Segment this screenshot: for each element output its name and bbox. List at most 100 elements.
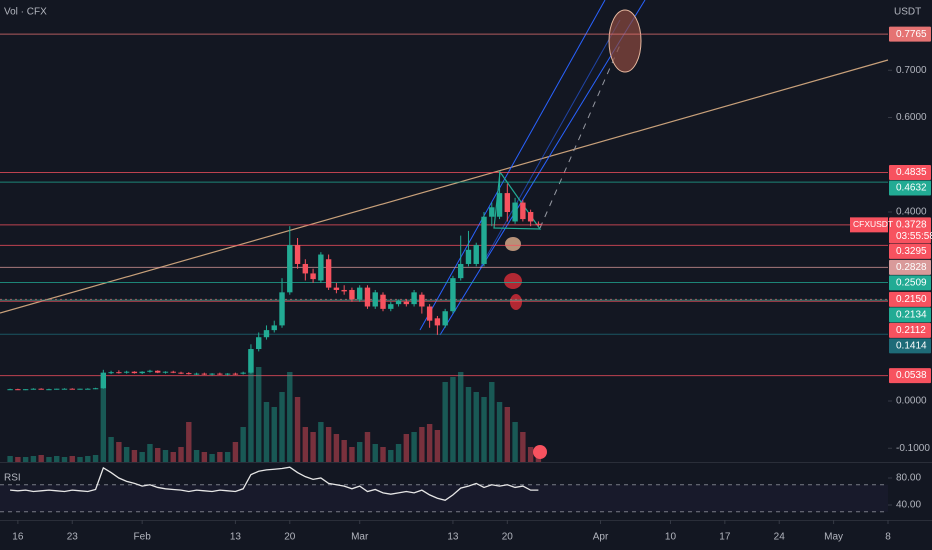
candle-body xyxy=(256,337,262,350)
candle-body xyxy=(162,371,169,373)
volume-bar xyxy=(147,444,153,462)
candle-body xyxy=(395,300,402,305)
x-tick-label: 8 xyxy=(885,532,891,543)
volume-bar xyxy=(380,447,386,462)
volume-bar xyxy=(263,402,270,462)
marker xyxy=(504,273,522,289)
x-tick-label: 23 xyxy=(67,532,79,543)
candle-body xyxy=(434,318,441,326)
level-label-bg xyxy=(889,243,931,259)
volume-bar xyxy=(22,457,29,462)
candle-body xyxy=(123,371,130,373)
volume-bar xyxy=(496,402,503,462)
volume-bar xyxy=(155,448,161,462)
candle-body xyxy=(512,202,518,222)
candle-body xyxy=(527,212,534,222)
volume-bar xyxy=(54,456,60,462)
candle-body xyxy=(232,373,239,375)
candle-body xyxy=(333,287,340,290)
candle-body xyxy=(240,372,246,374)
volume-bar xyxy=(224,452,231,462)
volume-bar xyxy=(61,457,68,462)
level-label: 0.4835 xyxy=(896,167,927,178)
y-tick-label: 0.0000 xyxy=(896,396,927,407)
volume-bar xyxy=(450,377,456,462)
volume-bar xyxy=(162,450,169,462)
x-tick-label: May xyxy=(824,532,843,543)
level-label-bg xyxy=(889,26,931,42)
rsi-tick-label: 80.00 xyxy=(896,473,921,484)
level-label: 0.3295 xyxy=(896,246,927,257)
candle-body xyxy=(100,372,107,389)
volume-bar xyxy=(38,455,44,462)
candle-body xyxy=(341,289,347,292)
volume-bar xyxy=(411,432,417,462)
target-circle xyxy=(608,9,642,73)
volume-bar xyxy=(271,407,277,462)
candle-body xyxy=(310,273,316,280)
trendline xyxy=(0,59,889,314)
volume-bar xyxy=(248,350,254,462)
candle-body xyxy=(116,372,122,374)
rsi-label: RSI xyxy=(4,473,21,484)
level-label: 0.2150 xyxy=(896,294,927,305)
price-axis-bg xyxy=(888,0,932,550)
candle-body xyxy=(201,373,208,375)
flag-icon xyxy=(533,445,547,459)
candle-body xyxy=(224,373,231,375)
level-label: 0.3728 xyxy=(896,219,927,230)
x-tick-label: 13 xyxy=(230,532,242,543)
volume-bar xyxy=(520,432,526,462)
volume-bar xyxy=(186,422,192,462)
candle-body xyxy=(170,371,176,373)
volume-bar xyxy=(46,457,52,462)
marker xyxy=(505,237,521,251)
level-label-bg xyxy=(889,275,931,291)
level-label-bg xyxy=(889,368,931,384)
channel-line xyxy=(479,19,621,269)
top-label: Vol · CFX xyxy=(4,7,47,18)
volume-bar xyxy=(512,422,518,462)
volume-bar xyxy=(85,456,91,462)
volume-bar xyxy=(527,447,534,462)
candle-body xyxy=(287,245,293,293)
volume-bar xyxy=(465,387,472,462)
x-tick-label: 24 xyxy=(774,532,786,543)
volume-bar xyxy=(170,452,176,462)
candle-body xyxy=(54,388,60,390)
volume-bar xyxy=(217,452,223,462)
volume-bar xyxy=(232,442,239,462)
volume-bar xyxy=(287,372,293,462)
level-label-bg xyxy=(889,259,931,275)
volume-bar xyxy=(279,392,285,462)
volume-bar xyxy=(325,427,332,462)
volume-bar xyxy=(30,456,37,462)
volume-bar xyxy=(310,432,316,462)
volume-bar xyxy=(481,397,487,462)
projection xyxy=(539,44,621,229)
volume-bar xyxy=(372,444,378,462)
y-tick-label: -0.1000 xyxy=(896,443,930,454)
candle-body xyxy=(388,304,394,309)
candle-body xyxy=(535,223,542,225)
level-label: 0.4632 xyxy=(896,183,927,194)
candle-body xyxy=(302,263,309,274)
level-label: 0.2828 xyxy=(896,262,927,273)
symbol-tag-bg xyxy=(850,217,888,233)
candle-body xyxy=(108,372,114,374)
level-label-bg xyxy=(889,338,931,354)
candle-body xyxy=(77,388,83,390)
level-label-bg xyxy=(889,307,931,323)
volume-bar xyxy=(294,397,301,462)
marker xyxy=(510,294,522,310)
candle-body xyxy=(294,245,301,264)
volume-bar xyxy=(473,392,479,462)
candle-body xyxy=(30,388,37,390)
volume-bar xyxy=(434,430,441,462)
level-label: 0.0538 xyxy=(896,370,927,381)
volume-bar xyxy=(403,434,410,462)
rsi-line xyxy=(10,466,539,501)
channel-line xyxy=(419,0,606,331)
x-tick-label: 20 xyxy=(502,532,514,543)
volume-bar xyxy=(419,427,425,462)
